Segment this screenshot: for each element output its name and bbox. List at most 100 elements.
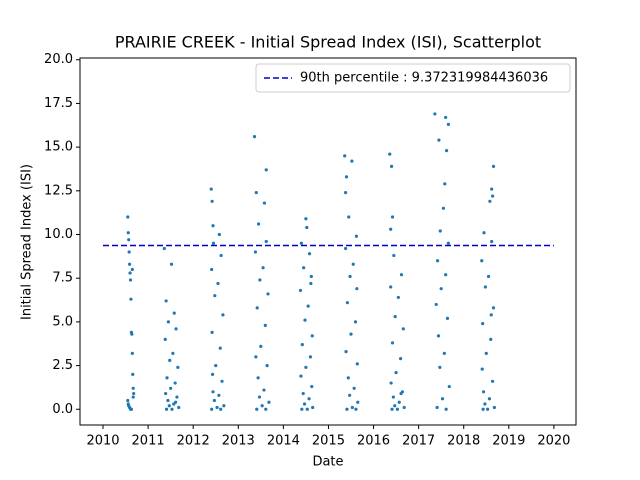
point <box>130 351 134 355</box>
point <box>350 405 354 410</box>
point <box>259 344 263 348</box>
point <box>257 395 262 399</box>
point <box>131 395 135 399</box>
point <box>254 190 258 195</box>
point <box>265 363 269 368</box>
y-tick-label: 15.0 <box>44 140 73 155</box>
point <box>356 400 360 404</box>
point <box>211 224 215 228</box>
point <box>222 404 226 408</box>
point <box>308 355 313 359</box>
point <box>298 288 303 293</box>
point <box>302 402 307 406</box>
point <box>214 363 218 368</box>
point <box>490 194 495 198</box>
point <box>219 407 223 411</box>
point <box>439 287 443 291</box>
point <box>164 299 168 303</box>
point <box>299 241 303 245</box>
point <box>393 315 397 319</box>
point <box>354 234 359 238</box>
point <box>444 407 448 411</box>
point <box>301 391 305 396</box>
y-tick-label: 5.0 <box>52 314 73 329</box>
point <box>344 350 348 354</box>
point <box>344 175 349 179</box>
point <box>255 306 259 310</box>
point <box>262 388 266 392</box>
point <box>399 273 404 277</box>
point <box>264 168 268 172</box>
point <box>264 239 268 244</box>
point <box>491 164 496 168</box>
point <box>303 318 307 322</box>
point <box>307 252 312 256</box>
point <box>396 295 400 300</box>
point <box>393 404 397 408</box>
point <box>486 274 491 279</box>
point <box>215 405 219 410</box>
point <box>254 355 258 359</box>
point <box>351 262 355 266</box>
point <box>305 225 309 230</box>
point <box>260 404 264 408</box>
point <box>172 311 176 315</box>
x-tick-label: 2015 <box>312 434 345 449</box>
point <box>262 201 267 205</box>
point <box>347 215 351 219</box>
point <box>488 199 492 203</box>
point <box>129 297 133 301</box>
point <box>176 365 180 369</box>
point <box>397 400 401 404</box>
point <box>166 320 170 324</box>
point <box>443 182 447 186</box>
point <box>390 341 395 345</box>
y-axis-label: Initial Spread Index (ISI) <box>20 164 35 320</box>
point <box>343 190 348 195</box>
point <box>490 379 495 383</box>
point <box>346 376 350 380</box>
point <box>492 405 496 410</box>
point <box>306 304 310 308</box>
point <box>394 370 398 375</box>
point <box>304 217 308 221</box>
point <box>304 365 308 369</box>
point <box>402 405 406 410</box>
point <box>388 152 392 156</box>
point <box>170 407 174 411</box>
point <box>131 372 135 376</box>
point <box>173 400 178 404</box>
point <box>486 407 490 411</box>
point <box>299 374 303 378</box>
y-tick-label: 12.5 <box>44 183 73 198</box>
point <box>480 259 484 263</box>
x-tick-label: 2019 <box>492 434 525 449</box>
y-tick-label: 7.5 <box>52 271 73 286</box>
point <box>399 391 403 396</box>
y-tick-label: 10.0 <box>44 227 73 242</box>
point <box>345 407 349 411</box>
point <box>252 135 257 139</box>
point <box>210 199 214 203</box>
point <box>261 266 265 270</box>
point <box>130 267 134 272</box>
point <box>352 386 356 390</box>
point <box>211 390 215 394</box>
point <box>216 281 220 286</box>
point <box>354 407 358 411</box>
y-tick-label: 20.0 <box>44 52 73 67</box>
point <box>163 337 167 341</box>
x-tick-label: 2011 <box>132 434 165 449</box>
point <box>483 402 487 406</box>
x-tick-label: 2012 <box>177 434 210 449</box>
point <box>177 405 181 410</box>
point <box>127 238 131 242</box>
point <box>256 222 261 226</box>
point <box>169 386 173 390</box>
x-tick-label: 2016 <box>357 434 390 449</box>
point <box>349 332 353 336</box>
point <box>212 398 216 403</box>
x-tick-label: 2010 <box>86 434 119 449</box>
point <box>392 253 396 258</box>
